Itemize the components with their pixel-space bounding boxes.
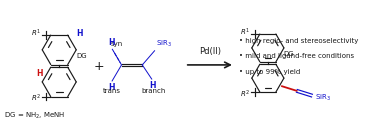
- Text: branch: branch: [141, 88, 166, 94]
- Text: H: H: [76, 29, 82, 38]
- Text: $R^2$: $R^2$: [241, 88, 250, 100]
- Text: DG = NH$_2$, MeNH: DG = NH$_2$, MeNH: [3, 111, 65, 121]
- Text: +: +: [93, 60, 104, 73]
- Text: syn: syn: [111, 41, 123, 47]
- Text: SiR$_3$: SiR$_3$: [155, 39, 171, 49]
- Text: $R^1$: $R^1$: [241, 27, 250, 38]
- Text: DG: DG: [283, 51, 294, 57]
- Text: SiR$_3$: SiR$_3$: [315, 92, 331, 103]
- Text: • mild and ligand-free conditions: • mild and ligand-free conditions: [239, 53, 354, 59]
- Text: Pd(II): Pd(II): [199, 47, 221, 56]
- Text: • high regio- and stereoselectivity: • high regio- and stereoselectivity: [239, 38, 358, 44]
- Text: H: H: [108, 38, 114, 47]
- Text: DG: DG: [77, 53, 87, 59]
- Text: trans: trans: [103, 88, 121, 94]
- Text: H: H: [36, 69, 43, 78]
- Text: H: H: [149, 81, 156, 90]
- Text: H: H: [108, 83, 114, 92]
- Text: $R^1$: $R^1$: [31, 28, 41, 39]
- Text: $R^2$: $R^2$: [31, 93, 41, 104]
- Text: • up to 99% yield: • up to 99% yield: [239, 69, 300, 75]
